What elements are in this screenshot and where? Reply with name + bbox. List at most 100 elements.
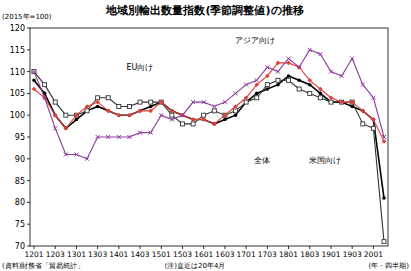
series-marker [85, 104, 90, 109]
legend-label: アジア向け [235, 36, 275, 45]
series-marker [106, 135, 110, 139]
y-tick [27, 137, 30, 138]
series-marker [340, 74, 344, 78]
series-marker [32, 87, 37, 92]
series-marker [297, 79, 301, 83]
series-marker [255, 92, 259, 96]
series-marker [371, 126, 375, 130]
series-marker [43, 96, 47, 100]
series-marker [276, 83, 280, 87]
y-label: (2015年=100) [2, 13, 52, 21]
series-marker [223, 113, 228, 118]
x-tick-label: 1501 [152, 250, 171, 259]
series-marker [53, 113, 58, 118]
series-line [34, 76, 384, 198]
series-marker [128, 113, 132, 117]
x-tick [140, 246, 141, 249]
x-tick-label: 1303 [88, 250, 107, 259]
y-tick-label: 105 [10, 89, 25, 98]
series-marker [75, 118, 79, 122]
series-marker [64, 126, 69, 131]
series-marker [266, 87, 270, 91]
series-marker [265, 65, 269, 69]
x-tick [352, 246, 353, 249]
series-marker [308, 48, 312, 52]
legend-label: 全体 [254, 156, 270, 165]
y-tick-label: 80 [15, 198, 25, 207]
x-tick-label: 1301 [67, 250, 86, 259]
series-marker [138, 109, 143, 114]
x-label: (年・四半期) [369, 262, 410, 270]
series-marker [340, 100, 344, 104]
series-marker [255, 78, 259, 82]
series-marker [382, 196, 386, 200]
plot-area [32, 48, 387, 244]
series-marker [287, 74, 291, 78]
x-tick-label: 1701 [237, 250, 256, 259]
series-marker [350, 100, 355, 105]
y-tick-label: 90 [15, 155, 25, 164]
x-tick-label: 1401 [109, 250, 128, 259]
series-marker [360, 109, 365, 114]
series-marker [319, 92, 323, 96]
series-marker [382, 240, 386, 244]
y-tick [27, 115, 30, 116]
series-marker [244, 100, 248, 104]
plot-frame [30, 28, 388, 246]
y-tick-label: 100 [10, 111, 25, 120]
x-tick [76, 246, 77, 249]
y-tick [27, 93, 30, 94]
x-tick [118, 246, 119, 249]
legend-label: EU向け [127, 63, 154, 72]
y-tick [27, 49, 30, 50]
series-marker [297, 65, 301, 69]
x-tick-label: 1503 [173, 250, 192, 259]
series-marker [96, 96, 100, 100]
series-marker [43, 83, 47, 87]
note: (注)直近は20年4月 [165, 262, 226, 270]
series-marker [276, 61, 281, 66]
x-tick [267, 246, 268, 249]
y-tick-label: 85 [15, 177, 25, 186]
x-tick-label: 1903 [343, 250, 362, 259]
x-tick [34, 246, 35, 249]
x-tick-label: 1901 [321, 250, 340, 259]
x-tick-label: 1801 [279, 250, 298, 259]
series-marker [96, 105, 100, 109]
series-marker [307, 78, 312, 83]
x-tick-label: 1803 [300, 250, 319, 259]
y-tick-label: 115 [10, 46, 25, 55]
x-tick-label: 2001 [364, 250, 383, 259]
series-marker [53, 100, 57, 104]
series-marker [212, 122, 217, 127]
series-marker [234, 113, 238, 117]
series-marker [339, 100, 344, 105]
series-marker [149, 131, 153, 135]
y-tick-label: 75 [15, 220, 25, 229]
series-marker [265, 83, 269, 87]
series-marker [170, 118, 174, 122]
series-marker [180, 113, 184, 117]
x-tick [309, 246, 310, 249]
x-tick [97, 246, 98, 249]
series-marker [361, 83, 365, 87]
series-marker [318, 87, 323, 92]
series-marker [308, 91, 312, 95]
series-marker [329, 95, 334, 100]
y-tick [27, 202, 30, 203]
series-marker [191, 122, 195, 126]
series-marker [127, 104, 131, 108]
series-marker [329, 100, 333, 104]
series-marker [159, 113, 163, 117]
series-marker [138, 109, 142, 113]
series-marker [350, 57, 354, 61]
y-tick [27, 158, 30, 159]
series-marker [106, 96, 110, 100]
series-line [34, 63, 384, 141]
series-marker [234, 109, 238, 113]
series-marker [265, 74, 270, 79]
series-marker [287, 57, 291, 61]
series-marker [148, 109, 153, 114]
series-marker [74, 113, 79, 118]
series-line [34, 50, 384, 159]
